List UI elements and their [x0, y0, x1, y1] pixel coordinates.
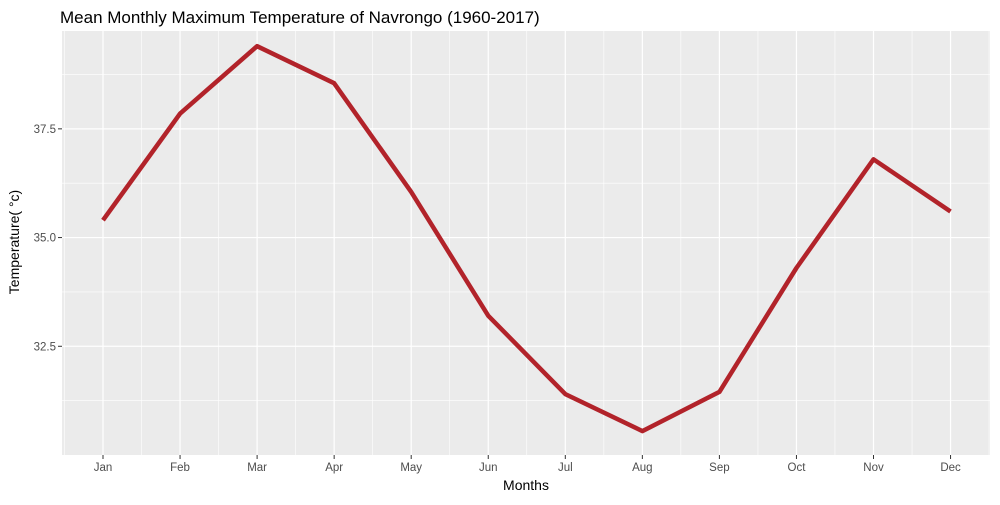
x-tick-label: Oct: [788, 462, 807, 474]
minor-gridlines: [62, 31, 990, 455]
x-axis-ticks: Jan Feb Mar Apr May Jun Jul Aug Sep Oct Nov Dec: [94, 455, 961, 474]
y-tick-label: 35.0: [34, 233, 56, 245]
x-tick-label: Jun: [479, 462, 498, 474]
y-tick-label: 37.5: [34, 124, 56, 136]
major-gridlines: [62, 31, 990, 455]
x-tick-label: Mar: [247, 462, 267, 474]
x-tick-label: Apr: [325, 462, 343, 474]
series-line: [101, 43, 952, 434]
plot-panel: [62, 31, 990, 455]
x-tick-label: Dec: [940, 462, 961, 474]
chart-title: Mean Monthly Maximum Temperature of Navr…: [60, 8, 540, 27]
x-tick-label: Jan: [94, 462, 113, 474]
x-tick-label: Sep: [709, 462, 729, 474]
x-tick-label: Nov: [863, 462, 884, 474]
x-tick-label: Aug: [632, 462, 652, 474]
y-tick-label: 32.5: [34, 341, 56, 353]
x-tick-label: May: [400, 462, 422, 474]
x-axis-title: Months: [503, 477, 549, 493]
y-axis-title: Temperature( °c): [6, 190, 22, 294]
x-tick-label: Feb: [170, 462, 190, 474]
y-axis-ticks: 32.5 35.0 37.5: [34, 124, 62, 353]
x-tick-label: Jul: [558, 462, 573, 474]
series-layer: [101, 43, 952, 434]
